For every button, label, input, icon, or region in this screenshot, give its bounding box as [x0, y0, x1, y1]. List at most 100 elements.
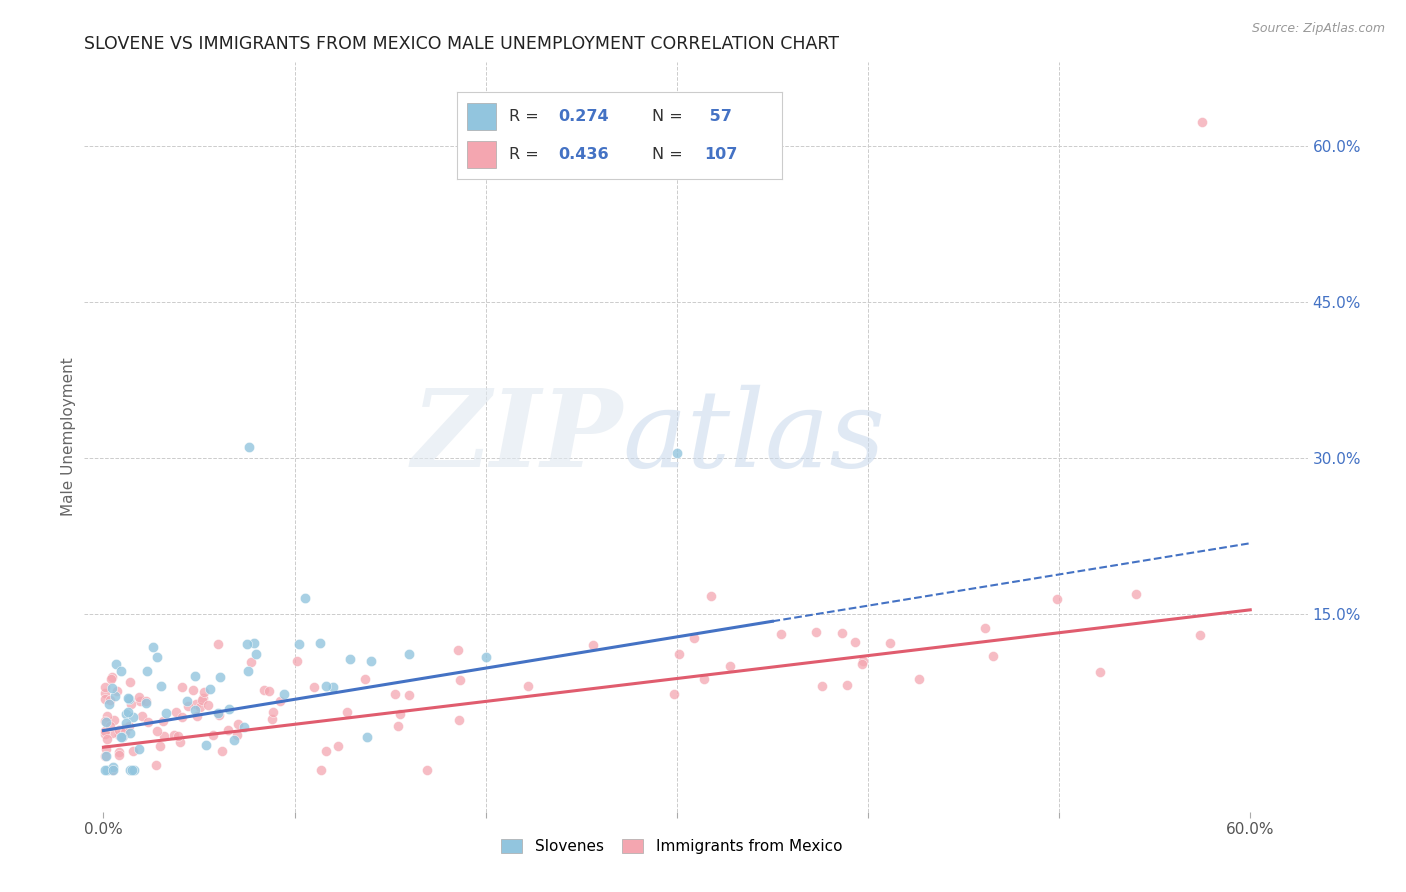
Point: [101, 681, 124, 695]
Point: [98, 719, 121, 733]
Point: [120, 698, 142, 712]
Point: [135, 696, 157, 710]
Point: [339, 652, 361, 666]
Point: [128, 690, 150, 704]
Point: [172, 710, 194, 724]
Point: [207, 706, 229, 720]
Point: [117, 691, 139, 706]
Point: [94, 748, 117, 763]
Point: [770, 626, 793, 640]
Point: [131, 709, 153, 723]
Point: [693, 672, 716, 686]
Point: [122, 763, 145, 777]
Point: [257, 683, 280, 698]
Point: [835, 678, 858, 692]
Point: [683, 631, 706, 645]
Point: [101, 763, 124, 777]
Point: [122, 710, 145, 724]
Point: [136, 664, 159, 678]
Point: [200, 682, 222, 697]
Point: [107, 745, 129, 759]
Point: [1088, 665, 1111, 680]
Point: [96, 763, 118, 777]
Point: [398, 688, 420, 702]
Point: [103, 763, 125, 777]
Point: [150, 679, 173, 693]
Point: [167, 729, 190, 743]
Point: [107, 729, 129, 743]
Point: [121, 744, 143, 758]
Point: [163, 728, 186, 742]
Point: [172, 680, 194, 694]
Point: [176, 694, 198, 708]
Point: [387, 719, 409, 733]
Point: [217, 723, 239, 738]
Point: [142, 640, 165, 654]
Point: [145, 758, 167, 772]
Point: [94, 727, 117, 741]
Point: [718, 659, 741, 673]
Point: [191, 693, 214, 707]
Point: [315, 679, 337, 693]
Point: [398, 647, 420, 661]
Point: [981, 648, 1004, 663]
Point: [288, 638, 311, 652]
Point: [233, 720, 256, 734]
Point: [315, 744, 337, 758]
Point: [96, 732, 118, 747]
Text: atlas: atlas: [623, 384, 886, 490]
Point: [201, 728, 224, 742]
Point: [207, 637, 229, 651]
Point: [228, 717, 250, 731]
Point: [851, 657, 873, 672]
Point: [245, 647, 267, 661]
Point: [208, 670, 231, 684]
Point: [108, 747, 131, 762]
Point: [118, 719, 141, 733]
Point: [851, 654, 873, 668]
Point: [449, 673, 471, 687]
Point: [285, 654, 308, 668]
Point: [128, 694, 150, 708]
Point: [94, 723, 117, 738]
Point: [111, 731, 134, 745]
Point: [152, 714, 174, 728]
Point: [186, 708, 208, 723]
Point: [94, 691, 117, 706]
Point: [389, 706, 412, 721]
Point: [309, 763, 332, 777]
Point: [114, 721, 136, 735]
Point: [243, 636, 266, 650]
Point: [100, 693, 122, 707]
Point: [208, 708, 231, 723]
Point: [269, 694, 291, 708]
Point: [811, 680, 834, 694]
Point: [118, 763, 141, 777]
Point: [165, 705, 187, 719]
Point: [415, 763, 437, 777]
Point: [138, 715, 160, 730]
Point: [225, 727, 247, 741]
Y-axis label: Male Unemployment: Male Unemployment: [60, 358, 76, 516]
Point: [336, 705, 359, 719]
Point: [169, 734, 191, 748]
Point: [974, 622, 997, 636]
Point: [177, 699, 200, 714]
Point: [97, 697, 120, 711]
Point: [105, 657, 128, 671]
Point: [149, 739, 172, 754]
Point: [118, 726, 141, 740]
Point: [94, 686, 117, 700]
Point: [96, 709, 118, 723]
Point: [326, 739, 349, 753]
Point: [120, 675, 142, 690]
Point: [184, 669, 207, 683]
Point: [1125, 587, 1147, 601]
Point: [253, 683, 276, 698]
Point: [117, 705, 139, 719]
Point: [879, 636, 901, 650]
Point: [181, 682, 204, 697]
Point: [193, 690, 215, 705]
Point: [844, 634, 866, 648]
Text: ZIP: ZIP: [411, 384, 623, 490]
